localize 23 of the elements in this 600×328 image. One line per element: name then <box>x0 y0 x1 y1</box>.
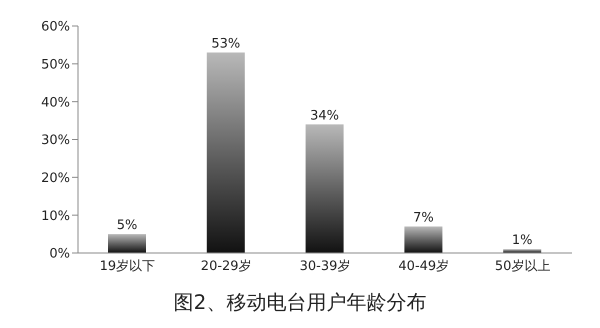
data-label: 53% <box>211 36 240 52</box>
y-tick-label: 0% <box>49 246 70 262</box>
bar <box>206 52 245 253</box>
y-tick-label: 50% <box>41 57 70 72</box>
x-tick-label: 20-29岁 <box>200 259 252 274</box>
text: 图2、移动电台用户年龄分布 <box>172 289 428 316</box>
data-label: 5% <box>116 218 138 234</box>
data-label: 7% <box>413 210 434 226</box>
y-tick-label: 40% <box>41 95 70 110</box>
bar <box>306 124 344 253</box>
y-tick-label: 30% <box>41 133 70 148</box>
bar <box>108 234 146 253</box>
x-tick-label: 40-49岁 <box>398 259 450 274</box>
y-tick-label: 60% <box>41 20 70 35</box>
x-tick-label: 50岁以上 <box>494 259 550 274</box>
x-tick-label: 19岁以下 <box>100 259 156 274</box>
data-label: 34% <box>310 108 340 124</box>
y-tick-label: 20% <box>41 170 70 186</box>
data-label: 1% <box>512 233 533 248</box>
x-tick-label: 30-39岁 <box>300 259 350 274</box>
y-tick-label: 10% <box>41 208 70 224</box>
bar <box>404 226 442 253</box>
bar <box>503 249 542 253</box>
